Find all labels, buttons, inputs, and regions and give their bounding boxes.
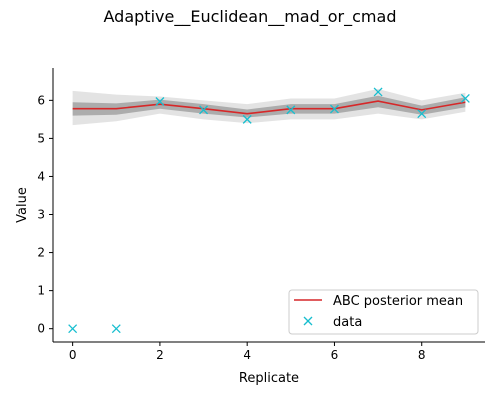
data-marker-stroke bbox=[242, 114, 252, 124]
data-point bbox=[460, 93, 470, 103]
y-tick-label: 1 bbox=[37, 284, 45, 298]
data-point bbox=[199, 105, 209, 115]
y-tick-label: 0 bbox=[37, 322, 45, 336]
y-tick-label: 2 bbox=[37, 246, 45, 260]
axes-layer bbox=[52, 68, 485, 343]
data-marker-stroke bbox=[155, 97, 165, 106]
y-ticks: 0 1 2 3 4 5 6 bbox=[37, 93, 53, 336]
data-marker-stroke bbox=[373, 87, 383, 97]
data-marker-stroke bbox=[303, 316, 313, 326]
posterior-band-layer bbox=[72, 88, 466, 126]
legend-data-marker bbox=[303, 316, 313, 326]
x-tick-label: 2 bbox=[156, 348, 164, 362]
y-tick-label: 3 bbox=[37, 208, 45, 222]
data-marker-stroke bbox=[286, 105, 296, 115]
x-tick-label: 8 bbox=[418, 348, 426, 362]
legend-box bbox=[288, 289, 479, 335]
y-tick-label: 5 bbox=[37, 131, 45, 145]
data-point bbox=[242, 114, 252, 124]
legend-label-data: data bbox=[333, 315, 362, 330]
chart-title: Adaptive__Euclidean__mad_or_cmad bbox=[104, 7, 397, 27]
data-point bbox=[417, 109, 427, 119]
posterior-band-inner bbox=[72, 95, 466, 118]
data-marker-stroke bbox=[417, 109, 427, 119]
data-point bbox=[286, 105, 296, 115]
data-point bbox=[373, 87, 383, 97]
y-axis-label: Value bbox=[15, 187, 30, 223]
data-marker-stroke bbox=[68, 324, 78, 334]
data-point bbox=[155, 97, 165, 106]
data-marker-stroke bbox=[460, 93, 470, 103]
x-tick-label: 6 bbox=[331, 348, 339, 362]
legend-label-posterior-mean: ABC posterior mean bbox=[333, 294, 463, 309]
y-tick-label: 4 bbox=[37, 169, 45, 183]
posterior-mean-line bbox=[72, 100, 466, 115]
legend-swatch-data bbox=[303, 316, 313, 326]
data-marker-stroke bbox=[329, 104, 339, 114]
series-layer bbox=[68, 87, 470, 334]
data-point bbox=[329, 104, 339, 114]
legend: ABC posterior mean data bbox=[288, 289, 479, 335]
x-ticks: 0 2 4 6 8 bbox=[69, 342, 426, 362]
x-tick-label: 0 bbox=[69, 348, 77, 362]
x-axis-label: Replicate bbox=[239, 371, 299, 386]
data-point bbox=[111, 324, 121, 334]
x-tick-label: 4 bbox=[243, 348, 251, 362]
data-point bbox=[68, 324, 78, 334]
data-marker-stroke bbox=[199, 105, 209, 115]
y-tick-label: 6 bbox=[37, 93, 45, 107]
data-marker-stroke bbox=[111, 324, 121, 334]
